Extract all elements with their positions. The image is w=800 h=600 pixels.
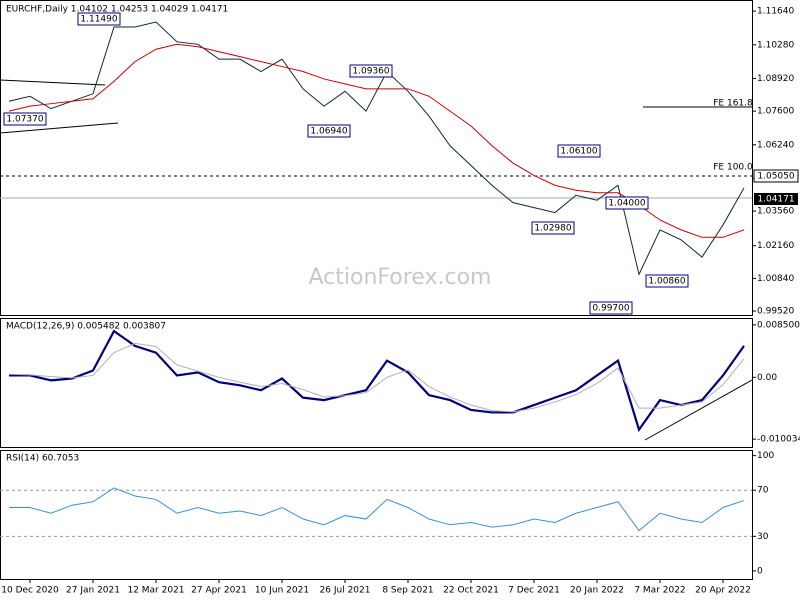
y-tick-label: 0.00	[757, 373, 777, 383]
annotation: 1.06100	[560, 147, 597, 157]
annotation: 1.02980	[534, 224, 571, 234]
annotation: 1.06940	[310, 127, 347, 137]
x-tick-label: 12 Mar 2021	[127, 586, 184, 596]
price-panel	[0, 0, 753, 316]
x-tick-label: 7 Dec 2021	[508, 586, 560, 596]
annotation-box	[77, 12, 121, 26]
annotation-box	[307, 124, 351, 138]
y-tick-label: 1.02160	[757, 241, 794, 251]
x-tick-label: 20 Apr 2022	[695, 586, 751, 596]
y-tick-label: 0	[757, 566, 763, 576]
annotation: 1.05050	[757, 172, 794, 182]
y-tick-label: 1.06240	[757, 140, 794, 150]
y-tick-label: 1.11640	[757, 7, 794, 17]
x-tick-label: 10 Dec 2020	[1, 586, 59, 596]
trend-line	[0, 122, 119, 134]
x-tick-label: 7 Mar 2022	[634, 586, 685, 596]
series-line	[8, 43, 745, 238]
annotation-box	[605, 196, 649, 210]
annotation: 1.04000	[608, 199, 645, 209]
panel-title: MACD(12,26,9) 0.005482 0.003807	[6, 322, 166, 332]
annotation: 1.11490	[80, 15, 117, 25]
price-box	[754, 193, 798, 205]
annotation-box	[557, 144, 601, 158]
annotation-box	[3, 112, 47, 126]
y-tick-label: 1.08920	[757, 74, 794, 84]
x-tick-label: 8 Sep 2021	[382, 586, 433, 596]
price-box	[753, 169, 799, 183]
annotation-box	[349, 64, 393, 78]
chart-title: EURCHF,Daily 1.04102 1.04253 1.04029 1.0…	[6, 5, 228, 15]
x-tick-label: 10 Jun 2021	[255, 586, 309, 596]
y-tick-label: 30	[757, 532, 769, 542]
rsi-panel	[0, 450, 753, 580]
x-tick-label: 22 Oct 2021	[443, 586, 499, 596]
trend-line	[0, 79, 106, 86]
annotation: 1.00860	[648, 277, 685, 287]
y-tick-label: 1.07600	[757, 107, 794, 117]
y-tick-label: 0.99520	[757, 307, 794, 317]
annotation-box	[645, 274, 689, 288]
panel-title: RSI(14) 60.7053	[6, 454, 79, 464]
annotation: 1.07370	[6, 115, 43, 125]
y-tick-label: 1.10280	[757, 40, 794, 50]
annotation-box	[589, 301, 633, 315]
x-tick-label: 26 Jul 2021	[320, 586, 371, 596]
y-tick-label: 100	[757, 451, 774, 461]
series-line	[9, 329, 745, 433]
x-tick-label: 27 Jan 2021	[66, 586, 120, 596]
annotation: 1.04171	[757, 195, 794, 205]
y-tick-label: 0.008500	[757, 320, 800, 330]
y-tick-label: -0.010034	[757, 435, 800, 445]
annotation: 1.09360	[352, 67, 389, 77]
annotation: FE 161.8	[713, 99, 753, 109]
trend-line	[644, 379, 753, 441]
series-line	[9, 487, 745, 532]
watermark: ActionForex.com	[309, 265, 492, 290]
y-tick-label: 1.00840	[757, 274, 794, 284]
y-tick-label: 1.03560	[757, 207, 794, 217]
x-tick-label: 20 Jan 2022	[570, 586, 624, 596]
x-tick-label: 27 Apr 2021	[191, 586, 247, 596]
annotation-box	[531, 221, 575, 235]
series-line	[8, 342, 745, 413]
annotation: FE 100.0	[713, 163, 753, 173]
y-tick-label: 70	[757, 486, 769, 496]
annotation: 0.99700	[592, 304, 629, 314]
